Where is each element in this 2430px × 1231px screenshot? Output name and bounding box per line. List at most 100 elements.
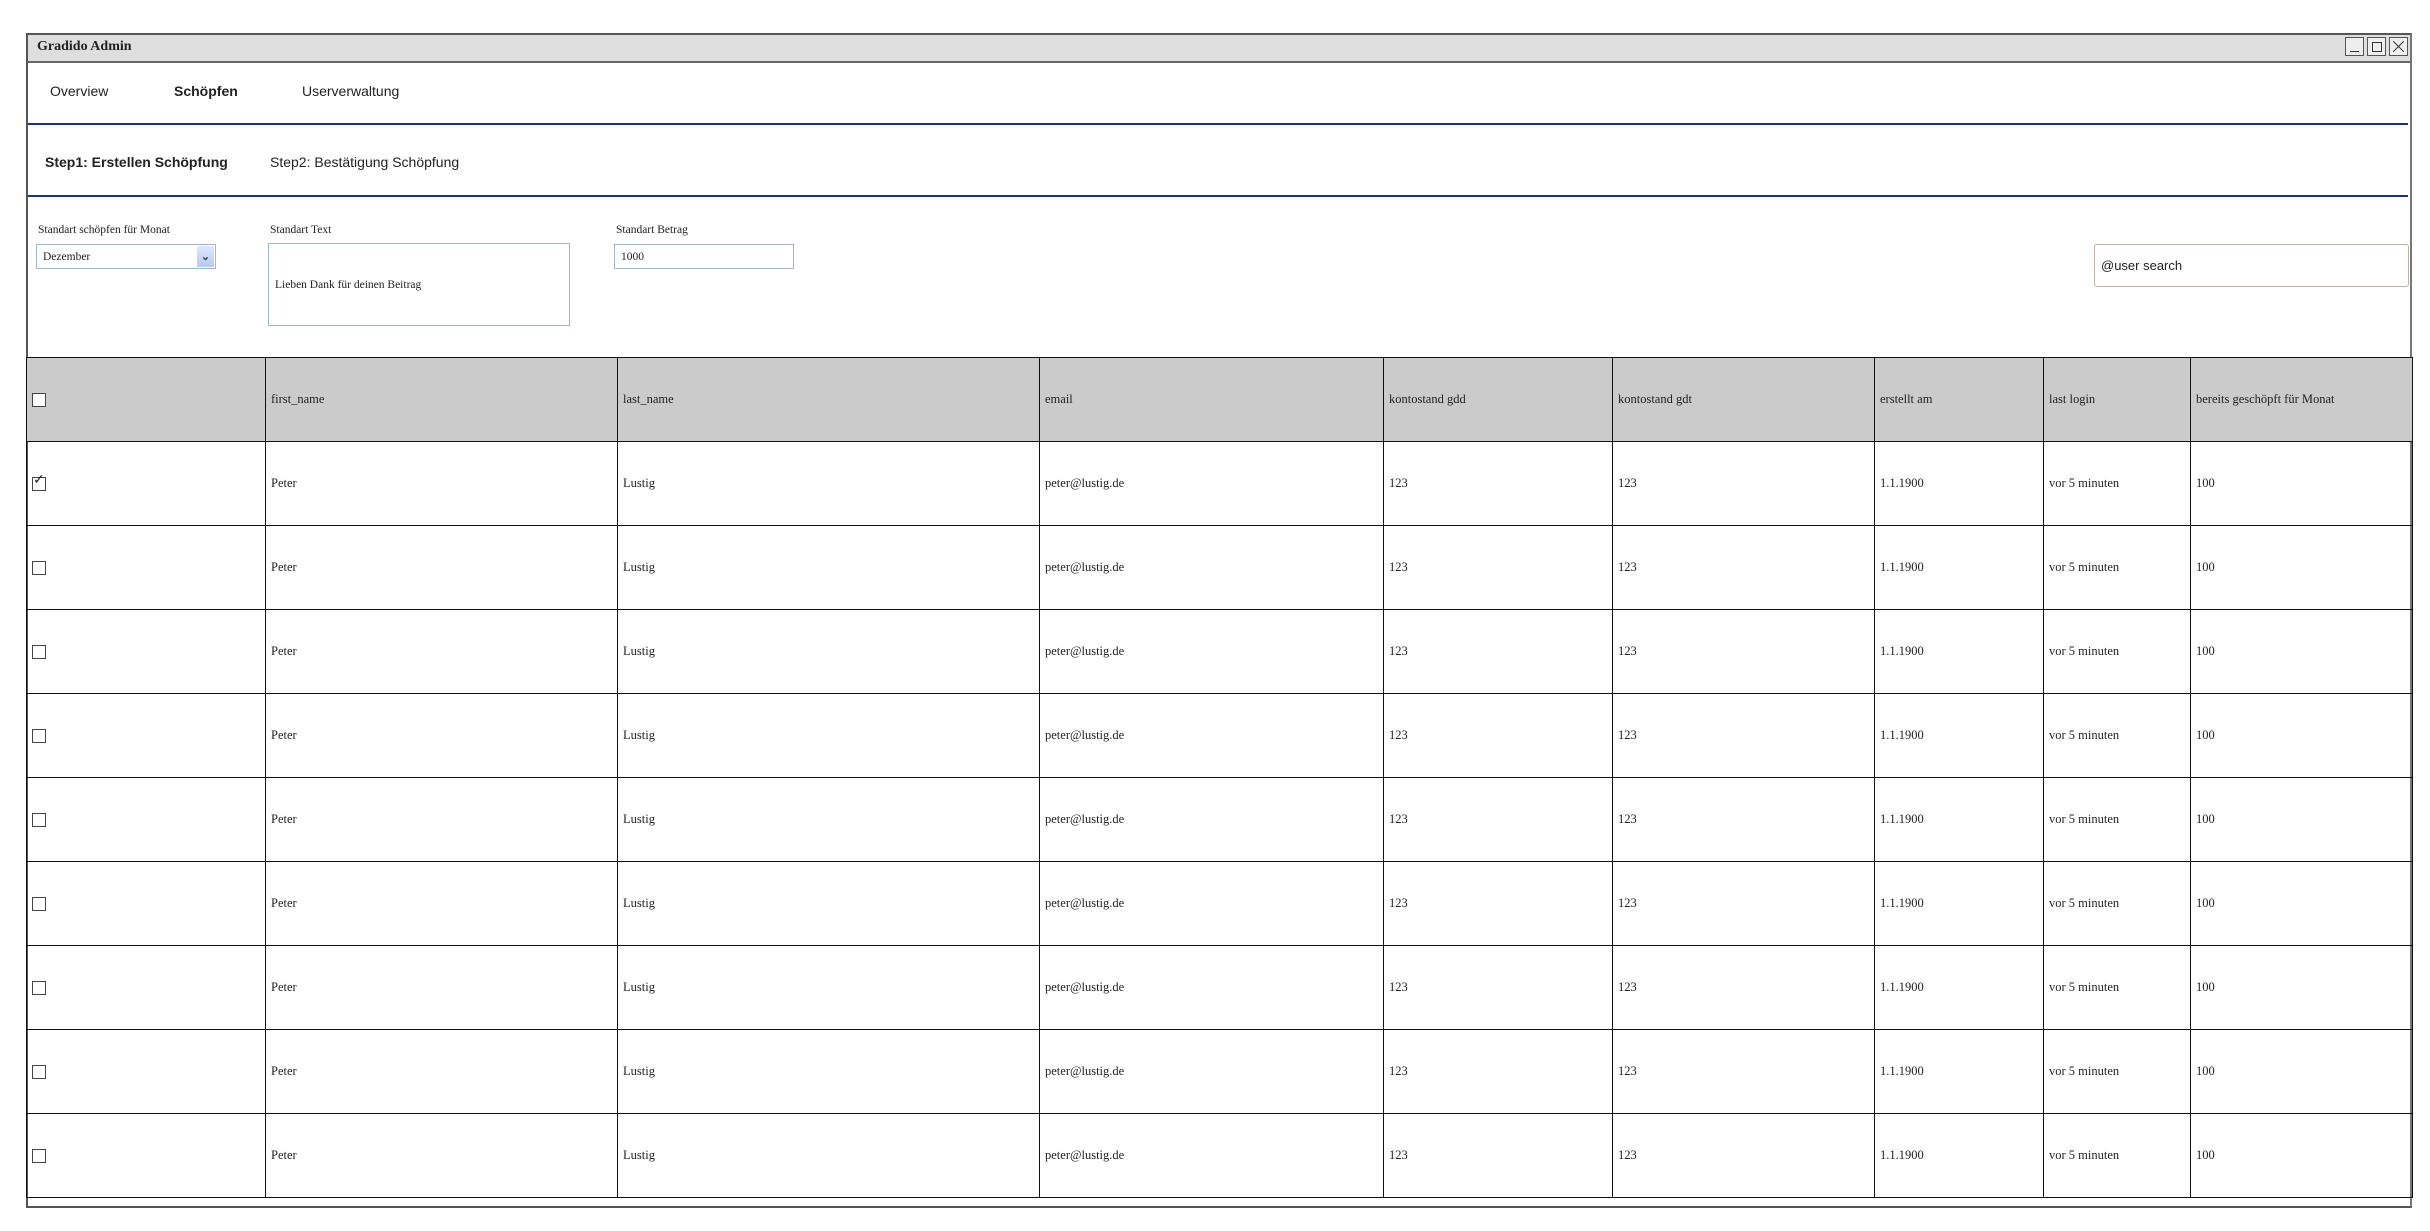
cell-last-login: vor 5 minuten [2043, 1113, 2191, 1198]
row-select-cell [26, 777, 266, 862]
cell-last-login: vor 5 minuten [2043, 945, 2191, 1030]
cell-last-login: vor 5 minuten [2043, 609, 2191, 694]
month-select[interactable]: Dezember ⌄ [36, 244, 216, 269]
cell-first-name: Peter [265, 861, 618, 946]
step1-tab[interactable]: Step1: Erstellen Schöpfung [45, 154, 228, 170]
table-header-row: first_name last_name email kontostand gdd ko… [26, 357, 2413, 442]
cell-first-name: Peter [265, 609, 618, 694]
cell-kontostand-gdt: 123 [1612, 609, 1875, 694]
column-header-kontostand-gdd[interactable]: kontostand gdd [1383, 357, 1613, 442]
cell-email: peter@lustig.de [1039, 693, 1384, 778]
cell-email: peter@lustig.de [1039, 861, 1384, 946]
nav-schoepfen[interactable]: Schöpfen [174, 83, 238, 99]
cell-email: peter@lustig.de [1039, 441, 1384, 526]
cell-bereits-gesch-pft-f-r-monat: 100 [2190, 945, 2413, 1030]
row-checkbox[interactable] [32, 981, 46, 996]
column-header-last-login[interactable]: last login [2043, 357, 2191, 442]
row-select-cell [26, 1113, 266, 1198]
minimize-icon[interactable] [2345, 37, 2364, 56]
cell-bereits-gesch-pft-f-r-monat: 100 [2190, 441, 2413, 526]
nav-divider [28, 123, 2408, 125]
cell-first-name: Peter [265, 1029, 618, 1114]
row-select-cell [26, 861, 266, 946]
cell-kontostand-gdd: 123 [1383, 1113, 1613, 1198]
cell-kontostand-gdd: 123 [1383, 693, 1613, 778]
text-textarea[interactable]: Lieben Dank für deinen Beitrag [268, 243, 570, 326]
chevron-down-icon[interactable]: ⌄ [197, 246, 214, 267]
row-checkbox[interactable] [32, 1149, 46, 1164]
cell-last-name: Lustig [617, 945, 1040, 1030]
row-select-cell [26, 945, 266, 1030]
window-title: Gradido Admin [37, 39, 132, 54]
cell-bereits-gesch-pft-f-r-monat: 100 [2190, 777, 2413, 862]
row-checkbox[interactable] [32, 1065, 46, 1080]
amount-value: 1000 [621, 250, 644, 263]
table-row[interactable]: PeterLustigpeter@lustig.de1231231.1.1900… [26, 441, 2413, 526]
cell-last-login: vor 5 minuten [2043, 693, 2191, 778]
column-header-last-name[interactable]: last_name [617, 357, 1040, 442]
cell-kontostand-gdt: 123 [1612, 945, 1875, 1030]
row-select-cell [26, 441, 266, 526]
cell-kontostand-gdd: 123 [1383, 525, 1613, 610]
cell-bereits-gesch-pft-f-r-monat: 100 [2190, 525, 2413, 610]
cell-kontostand-gdd: 123 [1383, 609, 1613, 694]
maximize-icon[interactable] [2367, 37, 2386, 56]
cell-last-name: Lustig [617, 693, 1040, 778]
cell-email: peter@lustig.de [1039, 1113, 1384, 1198]
cell-email: peter@lustig.de [1039, 525, 1384, 610]
cell-kontostand-gdt: 123 [1612, 525, 1875, 610]
column-header-erstellt-am[interactable]: erstellt am [1874, 357, 2044, 442]
cell-bereits-gesch-pft-f-r-monat: 100 [2190, 609, 2413, 694]
cell-kontostand-gdt: 123 [1612, 1113, 1875, 1198]
cell-erstellt-am: 1.1.1900 [1874, 441, 2044, 526]
close-icon[interactable] [2389, 37, 2408, 56]
cell-bereits-gesch-pft-f-r-monat: 100 [2190, 1029, 2413, 1114]
month-label: Standart schöpfen für Monat [38, 224, 170, 236]
cell-last-login: vor 5 minuten [2043, 861, 2191, 946]
step2-tab[interactable]: Step2: Bestätigung Schöpfung [270, 154, 460, 170]
month-value: Dezember [43, 250, 91, 263]
cell-kontostand-gdd: 123 [1383, 777, 1613, 862]
cell-erstellt-am: 1.1.1900 [1874, 609, 2044, 694]
cell-erstellt-am: 1.1.1900 [1874, 693, 2044, 778]
cell-kontostand-gdt: 123 [1612, 441, 1875, 526]
column-header-bereits-gesch-pft-f-r-monat[interactable]: bereits geschöpft für Monat [2190, 357, 2413, 442]
cell-first-name: Peter [265, 777, 618, 862]
column-header-first-name[interactable]: first_name [265, 357, 618, 442]
row-checkbox[interactable] [32, 813, 46, 828]
column-header-kontostand-gdt[interactable]: kontostand gdt [1612, 357, 1875, 442]
user-search-input[interactable]: @user search [2094, 244, 2409, 287]
text-value: Lieben Dank für deinen Beitrag [275, 278, 422, 291]
row-select-cell [26, 525, 266, 610]
row-checkbox[interactable] [32, 729, 46, 744]
nav-overview[interactable]: Overview [50, 83, 109, 99]
cell-bereits-gesch-pft-f-r-monat: 100 [2190, 693, 2413, 778]
cell-last-login: vor 5 minuten [2043, 525, 2191, 610]
row-checkbox[interactable] [32, 645, 46, 660]
users-table: first_name last_name email kontostand gdd ko… [26, 357, 2413, 1198]
select-all-checkbox[interactable] [32, 393, 46, 408]
amount-input[interactable]: 1000 [614, 244, 794, 269]
cell-last-name: Lustig [617, 1029, 1040, 1114]
row-checkbox[interactable] [32, 561, 46, 576]
cell-last-name: Lustig [617, 777, 1040, 862]
header-select-cell [26, 357, 266, 442]
cell-last-name: Lustig [617, 525, 1040, 610]
cell-erstellt-am: 1.1.1900 [1874, 525, 2044, 610]
nav-userverwaltung[interactable]: Userverwaltung [302, 83, 400, 99]
cell-email: peter@lustig.de [1039, 945, 1384, 1030]
row-checkbox[interactable] [32, 897, 46, 912]
cell-first-name: Peter [265, 945, 618, 1030]
cell-kontostand-gdd: 123 [1383, 945, 1613, 1030]
row-checkbox[interactable] [32, 472, 46, 492]
cell-erstellt-am: 1.1.1900 [1874, 777, 2044, 862]
column-header-email[interactable]: email [1039, 357, 1384, 442]
